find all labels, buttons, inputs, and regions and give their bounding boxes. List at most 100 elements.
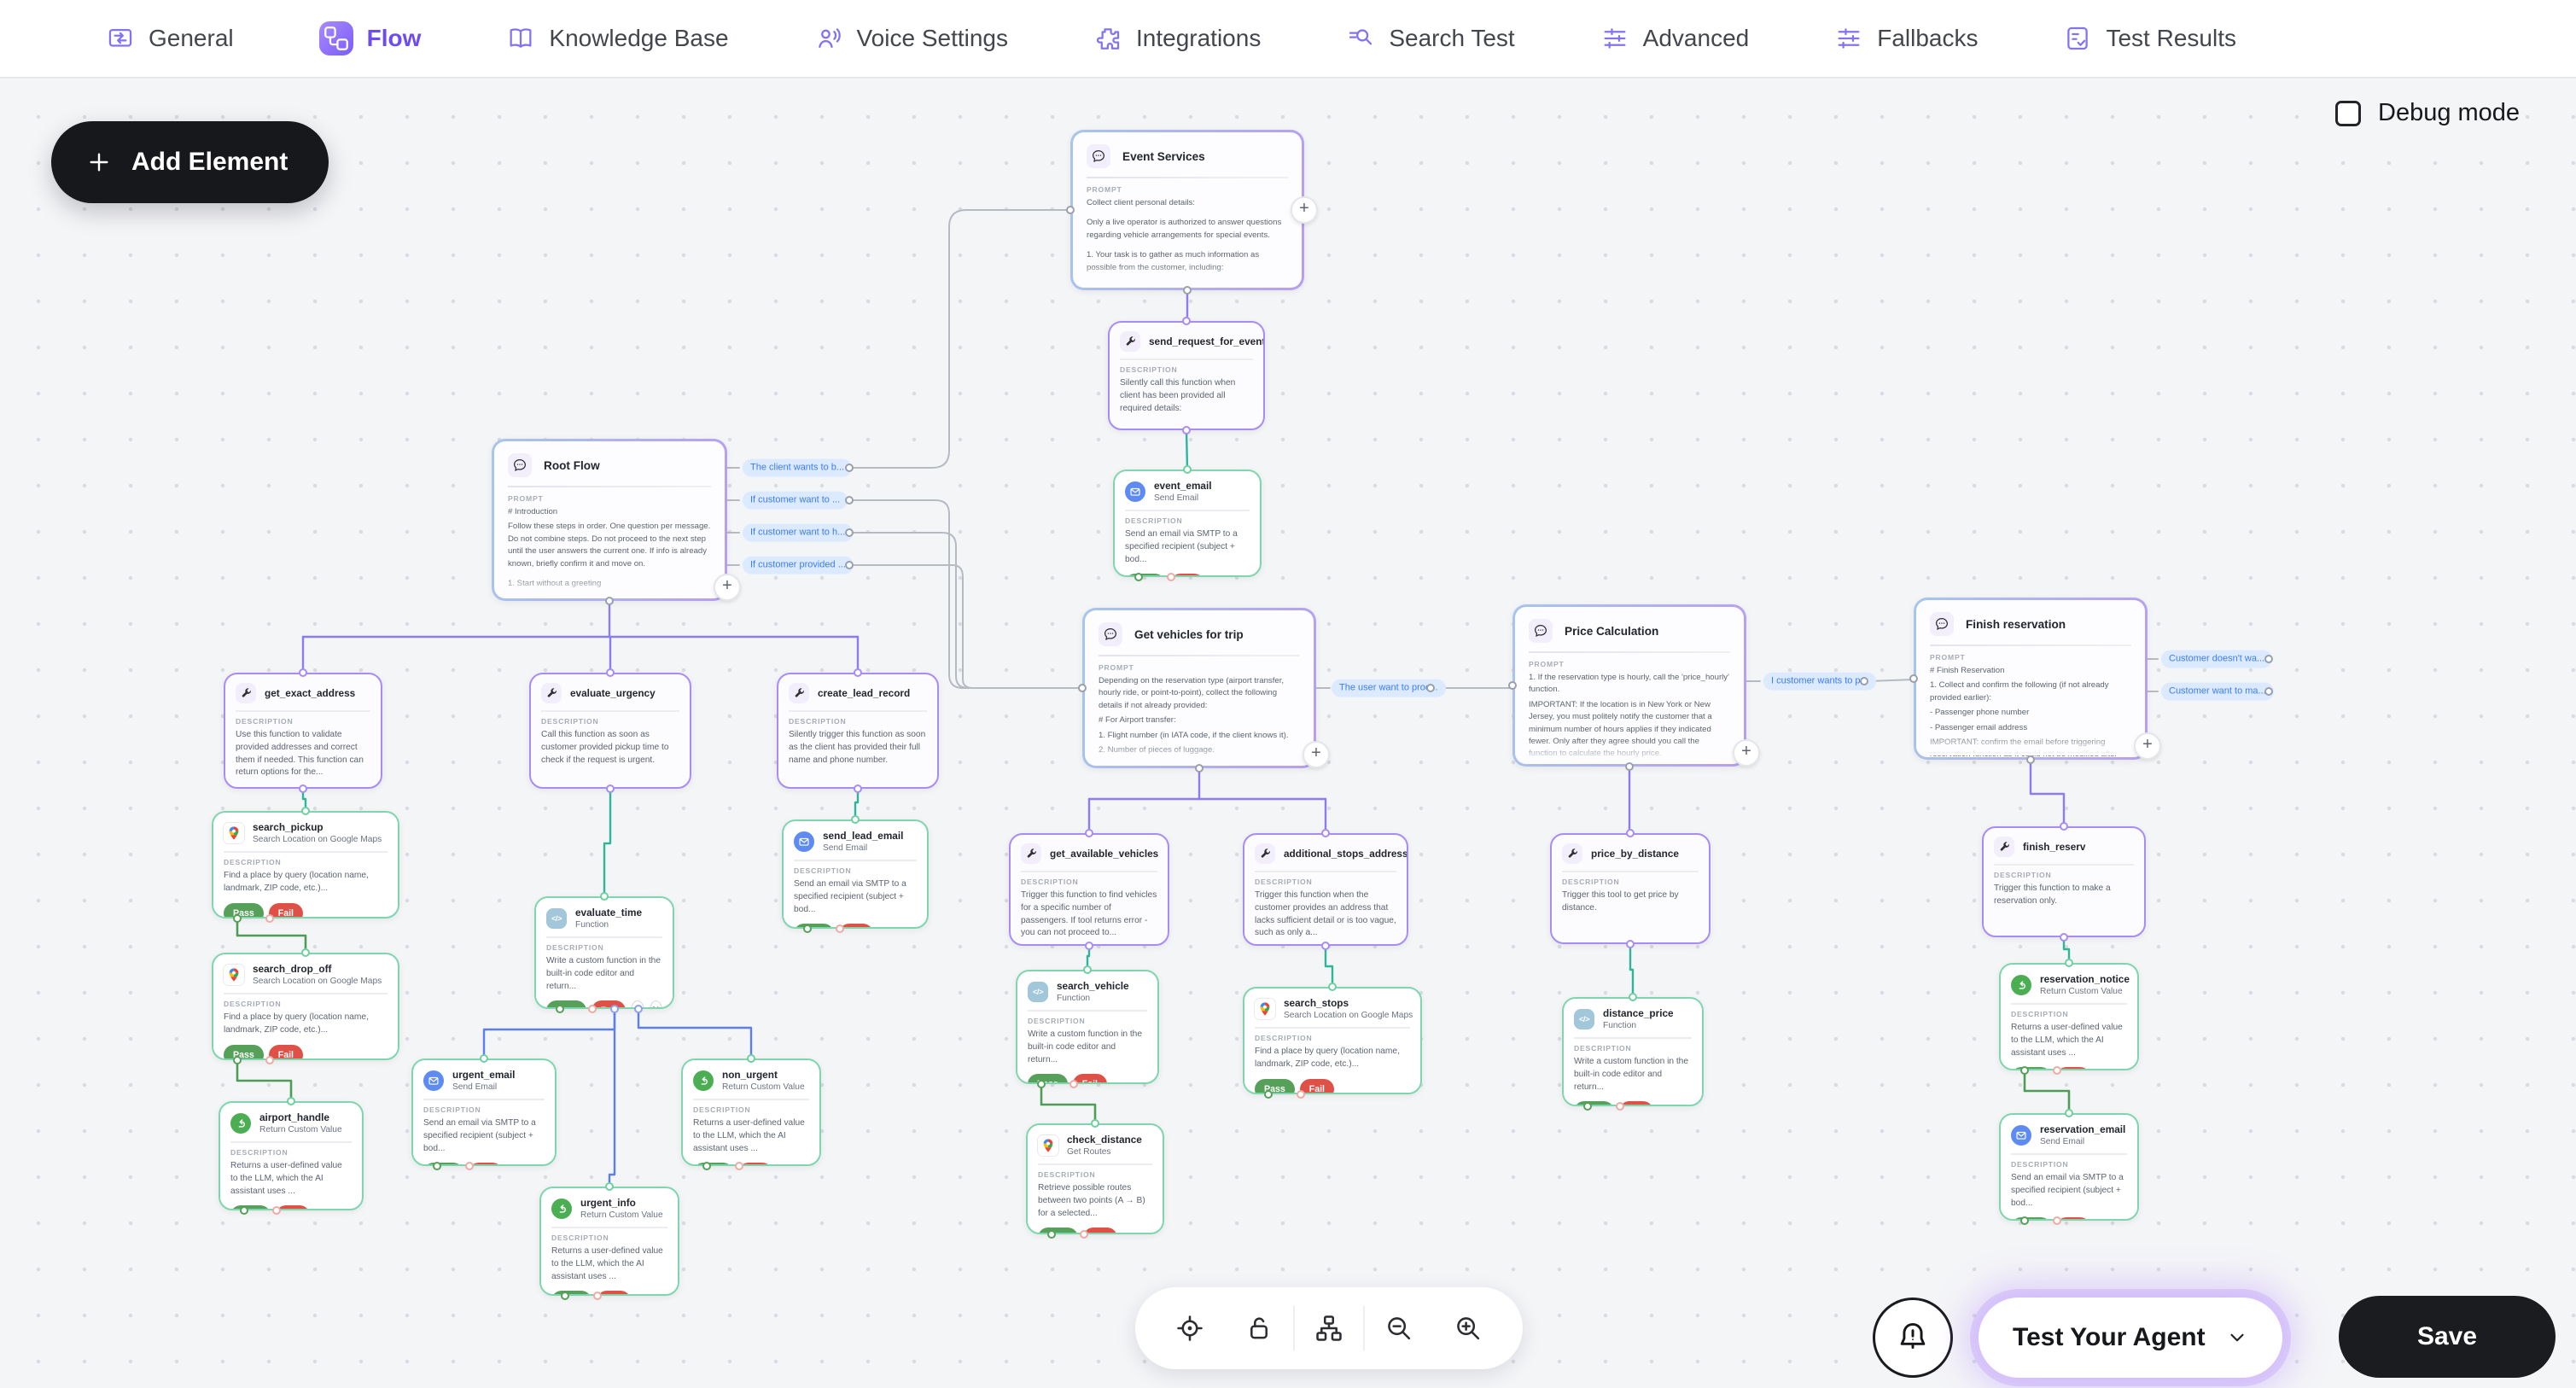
node-header: get_exact_address	[225, 674, 381, 710]
connection-port	[1066, 206, 1075, 214]
add-connection-button[interactable]: +	[1291, 196, 1318, 224]
tab-integrations[interactable]: Integrations	[1093, 24, 1261, 53]
flow-node-price-calculation[interactable]: Price Calculation PROMPT 1. If the reserva…	[1512, 604, 1746, 767]
section-label: DESCRIPTION	[541, 717, 599, 726]
node-title: send_request_for_event	[1149, 335, 1265, 347]
flow-node-distance-price[interactable]: </> distance_price Function DESCRIPTION Writ…	[1562, 997, 1704, 1106]
node-divider	[794, 860, 917, 861]
flow-node-create-lead-record[interactable]: create_lead_record DESCRIPTION Silently tr…	[777, 673, 939, 789]
node-header: </> search_vehicle Function	[1017, 971, 1157, 1010]
flow-node-finish-reservation[interactable]: Finish reservation PROMPT # Finish Reserva…	[1914, 598, 2148, 760]
email-icon	[794, 831, 814, 852]
pass-badge: Pass	[794, 924, 834, 927]
code-icon: </>	[1028, 981, 1048, 1002]
edge-condition-label[interactable]: If customer want to ...	[743, 491, 848, 510]
badge-row: Pass Fail	[2001, 1062, 2137, 1069]
fail-port	[1297, 1090, 1305, 1099]
section-label: DESCRIPTION	[236, 717, 294, 726]
add-element-button[interactable]: Add Element	[51, 121, 329, 203]
node-subtitle: Send Email	[823, 843, 868, 853]
flow-node-search-stops[interactable]: search_stops Search Location on Google Ma…	[1243, 987, 1422, 1094]
edge-condition-label[interactable]: Customer doesn't wa...	[2161, 650, 2273, 668]
section-label: DESCRIPTION	[1120, 365, 1178, 374]
tab-voice-settings[interactable]: Voice Settings	[814, 24, 1008, 53]
flow-node-reservation-notice[interactable]: reservation_notice Return Custom Value DES…	[1999, 963, 2139, 1070]
edge-condition-label[interactable]: I customer wants to p...	[1763, 672, 1876, 691]
tab-knowledge-base[interactable]: Knowledge Base	[506, 24, 729, 53]
edge-condition-label[interactable]: If customer provided ...	[743, 556, 854, 574]
section-label: DESCRIPTION	[1574, 1044, 1632, 1053]
flow-node-evaluate-time[interactable]: </> evaluate_time Function DESCRIPTION Write…	[534, 896, 674, 1009]
tab-fallbacks[interactable]: Fallbacks	[1834, 24, 1978, 53]
edge-condition-label[interactable]: The client wants to b...	[743, 458, 853, 477]
flow-node-root-flow[interactable]: Root Flow PROMPT # Introduction Follow thes…	[492, 439, 727, 601]
test-your-agent-button[interactable]: Test Your Agent	[1979, 1298, 2282, 1378]
edge-condition-label[interactable]: Customer want to ma...	[2161, 682, 2274, 701]
node-title: create_lead_record	[818, 687, 911, 699]
section-label: DESCRIPTION	[1255, 1034, 1313, 1042]
flow-node-non-urgent[interactable]: non_urgent Return Custom Value DESCRIPTION…	[681, 1058, 821, 1166]
tab-advanced[interactable]: Advanced	[1600, 24, 1749, 53]
flow-node-airport-handle[interactable]: airport_handle Return Custom Value DESCRIP…	[219, 1101, 364, 1210]
node-title: search_vehicle	[1057, 980, 1129, 992]
section-label: PROMPT	[508, 494, 544, 503]
tab-test-results[interactable]: Test Results	[2063, 24, 2236, 53]
tab-general[interactable]: General	[106, 24, 234, 53]
connection-port	[606, 668, 615, 677]
save-button[interactable]: Save	[2339, 1296, 2556, 1378]
flow-node-price-by-distance[interactable]: price_by_distance DESCRIPTION Trigger this…	[1550, 833, 1711, 944]
general-icon	[106, 24, 135, 53]
flow-node-get-exact-address[interactable]: get_exact_address DESCRIPTION Use this fun…	[224, 673, 382, 789]
flow-node-urgent-info[interactable]: urgent_info Return Custom Value DESCRIPTIO…	[539, 1187, 679, 1296]
notifications-button[interactable]	[1873, 1298, 1953, 1378]
tab-flow[interactable]: Flow	[318, 21, 421, 55]
connection-port	[1183, 286, 1192, 295]
add-connection-button[interactable]: +	[714, 574, 741, 601]
flow-node-search-drop-off[interactable]: search_drop_off Search Location on Google…	[212, 953, 399, 1060]
flow-node-reservation-email[interactable]: reservation_email Send Email DESCRIPTION Se…	[1999, 1113, 2139, 1221]
lock-canvas-button[interactable]	[1224, 1312, 1292, 1344]
chat-icon	[508, 453, 532, 477]
node-title: check_distance	[1067, 1134, 1142, 1146]
add-connection-button[interactable]: +	[1733, 739, 1760, 767]
node-title: evaluate_time	[575, 907, 643, 919]
add-connection-button[interactable]: +	[1303, 741, 1330, 768]
flow-node-get-available-vehicles[interactable]: get_available_vehicles DESCRIPTION Trigger…	[1009, 833, 1169, 946]
node-divider	[1038, 1163, 1152, 1165]
connection-port	[1195, 764, 1203, 773]
flow-node-additional-stops-address[interactable]: additional_stops_address DESCRIPTION Trigg…	[1243, 833, 1408, 946]
connection-port	[851, 815, 860, 824]
return-icon	[693, 1070, 714, 1091]
flow-node-send-request-for-event[interactable]: send_request_for_event DESCRIPTION Silentl…	[1108, 321, 1265, 430]
flow-icon	[318, 21, 353, 55]
center-view-button[interactable]	[1156, 1312, 1224, 1344]
node-title: price_by_distance	[1591, 848, 1679, 860]
zoom-in-button[interactable]	[1434, 1312, 1502, 1344]
debug-mode-checkbox[interactable]	[2335, 100, 2361, 126]
flow-node-evaluate-urgency[interactable]: evaluate_urgency DESCRIPTION Call this fun…	[529, 673, 691, 789]
zoom-out-button[interactable]	[1365, 1312, 1433, 1344]
tab-search-test[interactable]: Search Test	[1346, 24, 1515, 53]
flow-node-event-email[interactable]: event_email Send Email DESCRIPTION Send an …	[1113, 469, 1262, 577]
node-title: airport_handle	[259, 1111, 329, 1123]
flow-node-search-vehicle[interactable]: </> search_vehicle Function DESCRIPTION Writ…	[1016, 970, 1159, 1084]
node-title: distance_price	[1603, 1007, 1674, 1019]
section-label: DESCRIPTION	[1038, 1170, 1096, 1179]
edge-condition-label[interactable]: If customer want to h...	[743, 523, 854, 542]
add-connection-button[interactable]: +	[2134, 732, 2161, 760]
node-body: Find a place by query (location name, la…	[224, 1012, 369, 1035]
debug-mode-toggle[interactable]: Debug mode	[2335, 99, 2520, 127]
flow-node-finish-reserv[interactable]: finish_reserv DESCRIPTION Trigger this fun…	[1982, 826, 2146, 937]
flow-node-urgent-email[interactable]: urgent_email Send Email DESCRIPTION Send an…	[411, 1058, 557, 1166]
flow-node-send-lead-email[interactable]: send_lead_email Send Email DESCRIPTION Send…	[782, 819, 929, 929]
section-label: DESCRIPTION	[1994, 871, 2052, 879]
edge-condition-label[interactable]: The user want to proc...	[1332, 679, 1446, 697]
node-header: search_drop_off Search Location on Google…	[213, 954, 398, 993]
flow-node-get-vehicles-for-trip[interactable]: Get vehicles for trip PROMPT Depending on …	[1082, 608, 1316, 768]
auto-layout-button[interactable]	[1295, 1312, 1363, 1344]
flow-node-check-distance[interactable]: check_distance Get Routes DESCRIPTION Retri…	[1026, 1123, 1164, 1234]
connection-port	[1083, 965, 1092, 974]
flow-node-search-pickup[interactable]: search_pickup Search Location on Google M…	[212, 811, 399, 919]
node-body: Send an email via SMTP to a specified re…	[794, 879, 906, 914]
flow-node-event-services[interactable]: Event Services PROMPT Collect client perso…	[1070, 130, 1304, 290]
